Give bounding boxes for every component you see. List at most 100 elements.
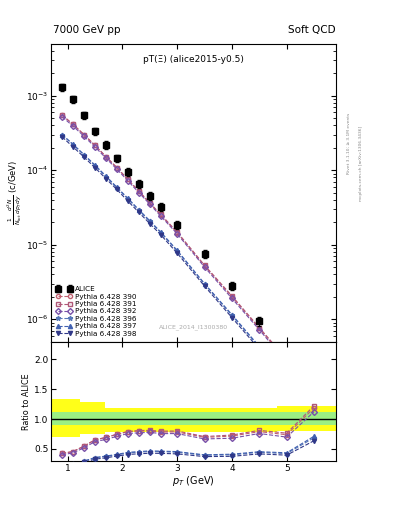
Pythia 6.428 397 xyxy=(114,184,119,190)
Text: pT(Ξ) (alice2015-y0.5): pT(Ξ) (alice2015-y0.5) xyxy=(143,55,244,65)
Pythia 6.428 390 xyxy=(147,200,152,206)
Pythia 6.428 398 xyxy=(125,198,130,204)
Bar xyxy=(105,409,246,432)
Pythia 6.428 397 xyxy=(82,152,86,158)
Text: 7000 GeV pp: 7000 GeV pp xyxy=(53,25,121,35)
Bar xyxy=(51,399,80,437)
Pythia 6.428 398 xyxy=(82,154,86,160)
Pythia 6.428 390 xyxy=(312,392,316,398)
Pythia 6.428 392 xyxy=(125,178,130,184)
Pythia 6.428 391 xyxy=(60,112,64,118)
Pythia 6.428 392 xyxy=(257,327,262,333)
Pythia 6.428 392 xyxy=(60,114,64,120)
Pythia 6.428 396 xyxy=(125,196,130,202)
Pythia 6.428 396 xyxy=(93,162,97,168)
Pythia 6.428 398 xyxy=(175,250,180,256)
Text: ALICE_2014_I1300380: ALICE_2014_I1300380 xyxy=(159,324,228,330)
Pythia 6.428 392 xyxy=(175,231,180,237)
Bar xyxy=(246,409,277,432)
Text: Rivet 3.1.10; ≥ 3.1M events: Rivet 3.1.10; ≥ 3.1M events xyxy=(347,113,351,174)
Pythia 6.428 398 xyxy=(312,412,316,418)
Pythia 6.428 392 xyxy=(312,394,316,400)
Pythia 6.428 398 xyxy=(93,164,97,170)
Line: Pythia 6.428 390: Pythia 6.428 390 xyxy=(60,113,316,397)
Pythia 6.428 390 xyxy=(71,121,75,127)
Pythia 6.428 396 xyxy=(103,174,108,180)
Line: Pythia 6.428 391: Pythia 6.428 391 xyxy=(60,113,316,396)
Pythia 6.428 390 xyxy=(93,142,97,148)
Pythia 6.428 398 xyxy=(136,209,141,216)
Pythia 6.428 391 xyxy=(103,154,108,160)
Line: Pythia 6.428 398: Pythia 6.428 398 xyxy=(60,135,316,417)
Pythia 6.428 392 xyxy=(93,144,97,150)
Y-axis label: Ratio to ALICE: Ratio to ALICE xyxy=(22,373,31,430)
Pythia 6.428 391 xyxy=(312,391,316,397)
Pythia 6.428 391 xyxy=(175,229,180,235)
Pythia 6.428 397 xyxy=(71,141,75,147)
Pythia 6.428 396 xyxy=(285,375,289,381)
Pythia 6.428 391 xyxy=(285,356,289,362)
Pythia 6.428 397 xyxy=(93,162,97,168)
Pythia 6.428 390 xyxy=(202,263,207,269)
Pythia 6.428 398 xyxy=(158,231,163,238)
Line: Pythia 6.428 396: Pythia 6.428 396 xyxy=(60,132,316,415)
Text: mcplots.cern.ch [arXiv:1306.3436]: mcplots.cern.ch [arXiv:1306.3436] xyxy=(359,126,363,201)
Pythia 6.428 392 xyxy=(136,189,141,196)
Pythia 6.428 398 xyxy=(103,176,108,182)
Pythia 6.428 397 xyxy=(285,374,289,380)
X-axis label: $p_T$ (GeV): $p_T$ (GeV) xyxy=(172,474,215,488)
Pythia 6.428 390 xyxy=(175,229,180,236)
Pythia 6.428 390 xyxy=(103,154,108,160)
Pythia 6.428 390 xyxy=(158,212,163,218)
Pythia 6.428 391 xyxy=(202,262,207,268)
Pythia 6.428 392 xyxy=(285,359,289,365)
Pythia 6.428 391 xyxy=(230,293,234,299)
Pythia 6.428 396 xyxy=(82,152,86,158)
Pythia 6.428 392 xyxy=(114,166,119,172)
Pythia 6.428 392 xyxy=(82,133,86,139)
Pythia 6.428 398 xyxy=(285,377,289,383)
Pythia 6.428 397 xyxy=(60,132,64,138)
Text: Soft QCD: Soft QCD xyxy=(288,25,336,35)
Pythia 6.428 398 xyxy=(257,346,262,352)
Pythia 6.428 390 xyxy=(230,294,234,300)
Pythia 6.428 397 xyxy=(257,344,262,350)
Pythia 6.428 390 xyxy=(136,188,141,195)
Pythia 6.428 397 xyxy=(147,218,152,224)
Pythia 6.428 392 xyxy=(202,264,207,270)
Pythia 6.428 391 xyxy=(114,164,119,170)
Pythia 6.428 391 xyxy=(125,176,130,182)
Pythia 6.428 398 xyxy=(71,144,75,150)
Pythia 6.428 392 xyxy=(158,213,163,219)
Pythia 6.428 398 xyxy=(202,283,207,289)
Pythia 6.428 396 xyxy=(71,141,75,147)
Pythia 6.428 396 xyxy=(147,218,152,224)
Pythia 6.428 392 xyxy=(230,295,234,302)
Pythia 6.428 390 xyxy=(82,132,86,138)
Pythia 6.428 397 xyxy=(125,195,130,201)
Line: Pythia 6.428 397: Pythia 6.428 397 xyxy=(60,133,316,414)
Pythia 6.428 390 xyxy=(125,176,130,182)
Bar xyxy=(80,402,105,434)
Pythia 6.428 397 xyxy=(175,247,180,253)
Pythia 6.428 391 xyxy=(93,142,97,148)
Pythia 6.428 396 xyxy=(202,281,207,287)
Pythia 6.428 397 xyxy=(136,206,141,212)
Pythia 6.428 396 xyxy=(175,248,180,254)
Pythia 6.428 391 xyxy=(136,188,141,194)
Pythia 6.428 396 xyxy=(312,410,316,416)
Pythia 6.428 396 xyxy=(60,132,64,138)
Pythia 6.428 390 xyxy=(114,164,119,170)
Pythia 6.428 396 xyxy=(158,229,163,236)
Pythia 6.428 396 xyxy=(257,344,262,350)
Pythia 6.428 391 xyxy=(82,132,86,138)
Pythia 6.428 391 xyxy=(147,200,152,206)
Y-axis label: $\frac{1}{N_{tot}}\frac{d^2N}{dp_{T}dy}$ (c/GeV): $\frac{1}{N_{tot}}\frac{d^2N}{dp_{T}dy}$… xyxy=(6,160,24,225)
Pythia 6.428 398 xyxy=(147,221,152,227)
Pythia 6.428 392 xyxy=(71,123,75,129)
Bar xyxy=(277,406,336,431)
Pythia 6.428 398 xyxy=(60,134,64,140)
Pythia 6.428 398 xyxy=(230,314,234,321)
Pythia 6.428 391 xyxy=(71,121,75,127)
Pythia 6.428 392 xyxy=(147,201,152,207)
